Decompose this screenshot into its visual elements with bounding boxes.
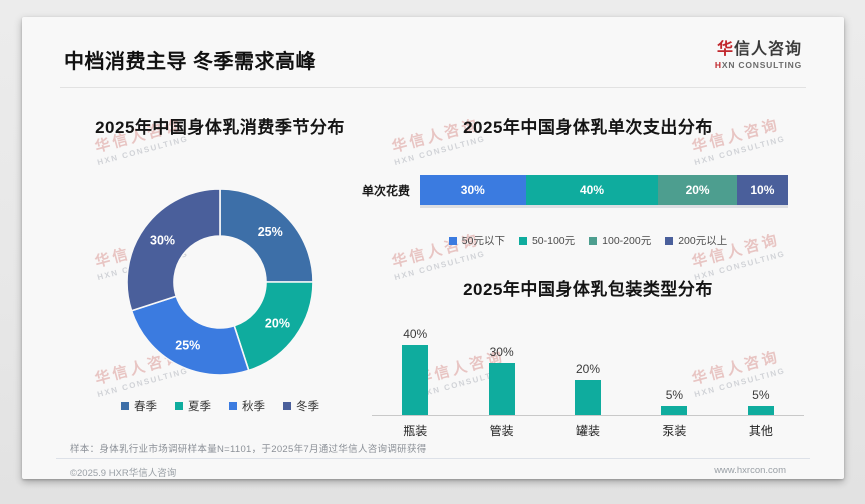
stack-segment-200元以上: 10% bbox=[736, 175, 788, 205]
legend-label: 200元以上 bbox=[678, 235, 728, 247]
donut-slice-冬季 bbox=[126, 188, 221, 312]
donut-value-label: 20% bbox=[265, 317, 290, 331]
packaging-chart-panel: 2025年中国身体乳包装类型分布 40% 30% 20% 5% 5% 瓶装 管装 罐装 泵装 其… bbox=[362, 275, 814, 439]
bar-column-管装: 30% bbox=[458, 344, 544, 415]
footer-row: ©2025.9 HXR华信人咨询 www.hxrcon.com bbox=[70, 465, 786, 479]
legend-item-冬季: 冬季 bbox=[283, 398, 319, 414]
bar-column-其他: 5% bbox=[718, 388, 804, 415]
bar-category-label: 瓶装 bbox=[403, 424, 428, 438]
spend-legend: 50元以下 50-100元 100-200元 200元以上 bbox=[362, 233, 814, 248]
bar-category-label: 罐装 bbox=[576, 424, 601, 438]
copyright-text: ©2025.9 HXR华信人咨询 bbox=[70, 468, 177, 479]
website-url: www.hxrcon.com bbox=[714, 465, 786, 476]
legend-swatch-icon bbox=[665, 236, 674, 245]
slide-card: 华信人咨询 HXN CONSULTING 华信人咨询 HXN CONSULTING 华信… bbox=[22, 17, 844, 479]
bar-其他 bbox=[747, 406, 774, 415]
legend-swatch-icon bbox=[175, 402, 183, 410]
bar-value-label: 30% bbox=[489, 344, 514, 359]
spend-chart-title: 2025年中国身体乳单次支出分布 bbox=[463, 118, 713, 137]
season-chart-title: 2025年中国身体乳消费季节分布 bbox=[95, 118, 345, 137]
legend-swatch-icon bbox=[283, 402, 291, 410]
legend-swatch-icon bbox=[448, 236, 457, 245]
packaging-categories: 瓶装 管装 罐装 泵装 其他 bbox=[372, 422, 804, 439]
legend-item-100-200元: 100-200元 bbox=[589, 233, 651, 248]
bar-value-label: 5% bbox=[665, 388, 684, 403]
header-divider bbox=[60, 87, 806, 88]
legend-label: 冬季 bbox=[296, 401, 319, 413]
stack-segment-100-200元: 20% bbox=[658, 175, 737, 205]
bar-category-label: 管装 bbox=[489, 424, 514, 438]
spend-stacked-bar: 30% 40% 20% 10% bbox=[420, 175, 788, 205]
packaging-bars: 40% 30% 20% 5% 5% bbox=[372, 314, 804, 416]
stack-segment-label: 10% bbox=[750, 183, 775, 197]
spend-chart-panel: 2025年中国身体乳单次支出分布 单次花费 30% 40% 20% 10% 50元以下… bbox=[362, 113, 814, 248]
legend-item-春季: 春季 bbox=[121, 398, 157, 414]
legend-label: 100-200元 bbox=[602, 235, 652, 247]
bar-瓶装 bbox=[402, 345, 429, 415]
bar-value-label: 5% bbox=[752, 388, 770, 403]
bar-管装 bbox=[488, 362, 515, 415]
bar-category-label: 其他 bbox=[748, 424, 773, 438]
sample-note: 样本：身体乳行业市场调研样本量N=1101，于2025年7月通过华信人咨询调研获… bbox=[70, 444, 427, 455]
bar-column-泵装: 5% bbox=[631, 388, 717, 415]
spend-row-label: 单次花费 bbox=[362, 183, 411, 198]
bar-value-label: 40% bbox=[403, 327, 428, 341]
donut-slice-春季 bbox=[219, 188, 314, 283]
season-chart-panel: 2025年中国身体乳消费季节分布 25% 20% 25% 30% 春季 夏季 秋季 冬季 bbox=[58, 113, 382, 414]
legend-item-50-100元: 50-100元 bbox=[518, 233, 576, 248]
bar-column-瓶装: 40% bbox=[372, 327, 458, 415]
bar-value-label: 20% bbox=[576, 362, 601, 376]
legend-label: 春季 bbox=[134, 401, 157, 413]
packaging-chart: 40% 30% 20% 5% 5% 瓶装 管装 罐装 泵装 其他 bbox=[362, 314, 814, 439]
legend-label: 50元以下 bbox=[461, 235, 505, 247]
logo-chinese-name: 华信人咨询 bbox=[716, 41, 802, 58]
season-legend: 春季 夏季 秋季 冬季 bbox=[58, 398, 382, 414]
legend-item-秋季: 秋季 bbox=[229, 398, 265, 414]
legend-label: 秋季 bbox=[242, 401, 265, 413]
bar-column-罐装: 20% bbox=[545, 362, 631, 415]
page-title: 中档消费主导 冬季需求高峰 bbox=[64, 51, 317, 73]
legend-swatch-icon bbox=[229, 402, 237, 410]
bar-泵装 bbox=[661, 406, 688, 415]
company-logo: 华信人咨询 HXN CONSULTING bbox=[715, 35, 802, 70]
bar-罐装 bbox=[575, 380, 602, 415]
legend-swatch-icon bbox=[589, 236, 598, 245]
stack-segment-50-100元: 40% bbox=[525, 175, 659, 205]
footer-divider bbox=[56, 458, 810, 459]
stack-segment-50元以下: 30% bbox=[420, 175, 526, 205]
stack-segment-label: 30% bbox=[460, 183, 485, 197]
packaging-chart-title: 2025年中国身体乳包装类型分布 bbox=[463, 280, 713, 299]
donut-value-label: 30% bbox=[150, 233, 175, 247]
stack-segment-label: 20% bbox=[685, 183, 710, 197]
season-donut: 25% 20% 25% 30% bbox=[126, 188, 314, 376]
logo-english-name: HXN CONSULTING bbox=[714, 60, 802, 70]
legend-label: 50-100元 bbox=[531, 235, 576, 247]
donut-value-label: 25% bbox=[175, 338, 200, 352]
stack-segment-label: 40% bbox=[579, 183, 604, 197]
legend-item-50元以下: 50元以下 bbox=[448, 233, 505, 248]
spend-stack-row: 单次花费 30% 40% 20% 10% bbox=[362, 175, 814, 205]
legend-item-200元以上: 200元以上 bbox=[665, 233, 727, 248]
donut-slice-秋季 bbox=[130, 295, 250, 376]
donut-value-label: 25% bbox=[258, 225, 283, 239]
bar-category-label: 泵装 bbox=[662, 424, 687, 438]
legend-label: 夏季 bbox=[188, 401, 211, 413]
legend-swatch-icon bbox=[121, 402, 129, 410]
legend-swatch-icon bbox=[518, 236, 527, 245]
legend-item-夏季: 夏季 bbox=[175, 398, 211, 414]
